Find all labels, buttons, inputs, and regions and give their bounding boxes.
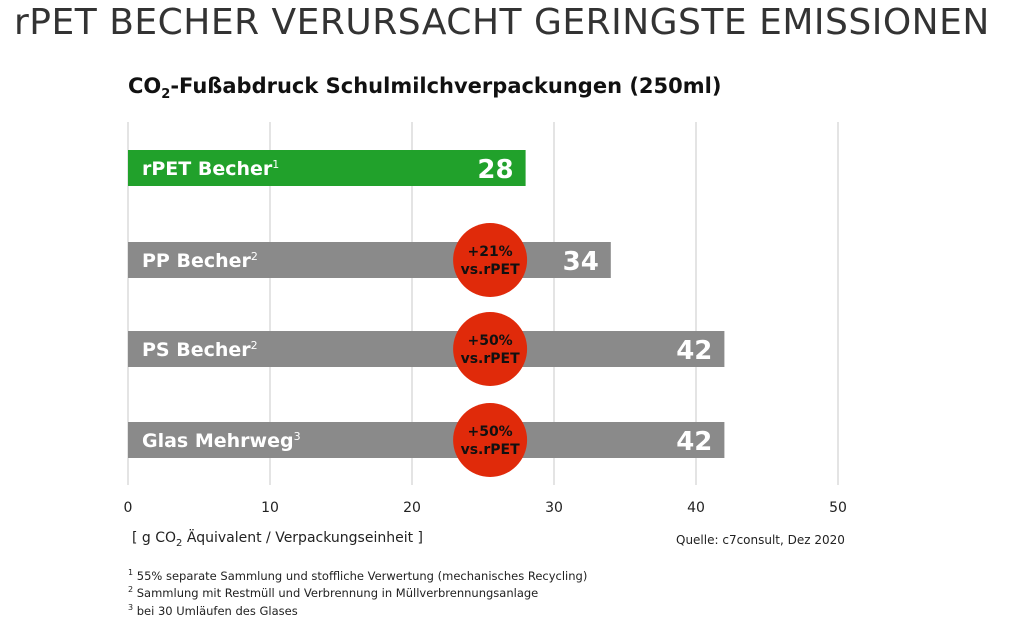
category-label: Glas Mehrweg3 <box>142 430 301 452</box>
x-axis-label-part: Äquivalent / Verpackungseinheit ] <box>182 530 423 546</box>
category-label: PP Becher2 <box>142 250 258 272</box>
comparison-badge <box>453 223 528 297</box>
footnote: 3 bei 30 Umläufen des Glases <box>128 601 587 618</box>
footnote-number: 2 <box>128 585 134 595</box>
footnote: 2 Sammlung mit Restmüll und Verbrennung … <box>128 583 587 600</box>
bars: rPET Becher1 28 PP Becher2 34 +21% vs.rPET PS … <box>128 150 725 477</box>
x-tick-label: 50 <box>829 500 847 516</box>
bar <box>128 242 611 278</box>
footnote-number: 3 <box>128 602 134 612</box>
category-footnote-ref: 3 <box>294 430 301 443</box>
x-axis-label-subscript: 2 <box>176 537 183 549</box>
bar <box>128 422 725 458</box>
comparison-badge <box>453 403 528 477</box>
badge-percent: +21% <box>467 244 512 260</box>
page-headline: rPET BECHER VERURSACHT GERINGSTE EMISSIO… <box>14 2 990 43</box>
footnote-number: 1 <box>128 568 134 577</box>
x-axis-ticks: 0 10 20 30 40 50 <box>124 500 847 516</box>
x-tick-label: 0 <box>124 500 133 516</box>
footnote: 1 55% separate Sammlung und stoffliche V… <box>128 566 587 583</box>
category-footnote-ref: 2 <box>251 339 258 352</box>
source-note: Quelle: c7consult, Dez 2020 <box>676 533 845 547</box>
value-label: 42 <box>676 336 712 366</box>
footnotes: 1 55% separate Sammlung und stoffliche V… <box>128 566 587 618</box>
badge-reference: vs.rPET <box>461 351 521 367</box>
category-footnote-ref: 2 <box>251 250 258 263</box>
value-label: 34 <box>563 247 599 277</box>
badge-reference: vs.rPET <box>461 262 521 278</box>
badge-percent: +50% <box>467 333 512 349</box>
value-label: 28 <box>477 155 513 185</box>
bar <box>128 331 725 367</box>
footnote-text: bei 30 Umläufen des Glases <box>133 603 298 618</box>
badge-percent: +50% <box>467 424 512 440</box>
badge-reference: vs.rPET <box>461 442 521 458</box>
x-tick-label: 10 <box>261 500 279 516</box>
x-axis-label: [ g CO2 Äquivalent / Verpackungseinheit … <box>132 530 423 549</box>
chart-title-part: CO <box>128 74 162 98</box>
category-label: rPET Becher1 <box>142 158 279 180</box>
chart-title-part: -Fußabdruck Schulmilchverpackungen (250m… <box>170 74 722 98</box>
value-label: 42 <box>676 427 712 457</box>
footnote-text: 55% separate Sammlung und stoffliche Ver… <box>133 568 588 583</box>
category-footnote-ref: 1 <box>272 158 279 171</box>
footnote-text: Sammlung mit Restmüll und Verbrennung in… <box>133 586 539 601</box>
chart-title: CO2-Fußabdruck Schulmilchverpackungen (2… <box>128 74 721 102</box>
x-tick-label: 20 <box>403 500 421 516</box>
x-tick-label: 40 <box>687 500 705 516</box>
chart-title-subscript: 2 <box>161 87 171 103</box>
x-axis-label-part: [ g CO <box>132 530 177 546</box>
category-label: PS Becher2 <box>142 339 258 361</box>
bar <box>128 150 526 186</box>
x-tick-label: 30 <box>545 500 563 516</box>
comparison-badge <box>453 312 528 386</box>
